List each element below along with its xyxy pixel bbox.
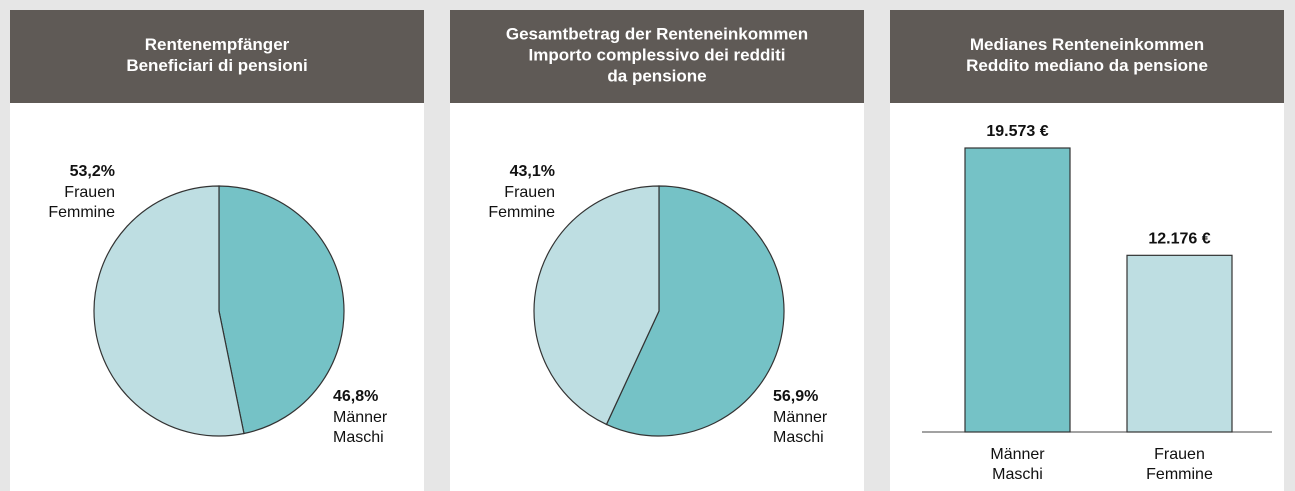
bar-category-label: Frauen [1154,446,1205,463]
panel-title: Beneficiari di pensioni [126,56,307,75]
panel-title: Medianes Renteneinkommen [970,35,1204,54]
slice-label: Femmine [488,204,555,221]
slice-label: Männer [773,409,828,426]
slice-value-label: 46,8% [333,388,378,405]
panel-title: Importo complessivo dei redditi [529,45,786,64]
slice-value-label: 56,9% [773,388,818,405]
panel-header [890,10,1284,103]
pie-slice [93,185,245,437]
panel-title: Reddito mediano da pensione [966,56,1208,75]
pie-slice [218,185,345,435]
panel-title: Rentenempfänger [145,35,290,54]
panel-header [450,10,864,103]
slice-value-label: 43,1% [510,163,555,180]
slice-label: Maschi [773,429,824,446]
panel-title: da pensione [607,66,706,85]
bar-value-label: 19.573 € [986,123,1048,140]
bar [964,147,1071,433]
bar-category-label: Männer [990,446,1045,463]
bar [1126,254,1233,433]
panel-title: Gesamtbetrag der Renteneinkommen [506,24,808,43]
slice-label: Maschi [333,429,384,446]
bar-category-label: Maschi [992,466,1043,483]
slice-label: Männer [333,409,388,426]
pie-slice [605,185,785,437]
slice-label: Frauen [64,184,115,201]
slice-label: Frauen [504,184,555,201]
slice-value-label: 53,2% [70,163,115,180]
panel-header [10,10,424,103]
pie-slice [533,185,660,426]
bar-category-label: Femmine [1146,466,1213,483]
slice-label: Femmine [48,204,115,221]
bar-value-label: 12.176 € [1148,231,1210,248]
